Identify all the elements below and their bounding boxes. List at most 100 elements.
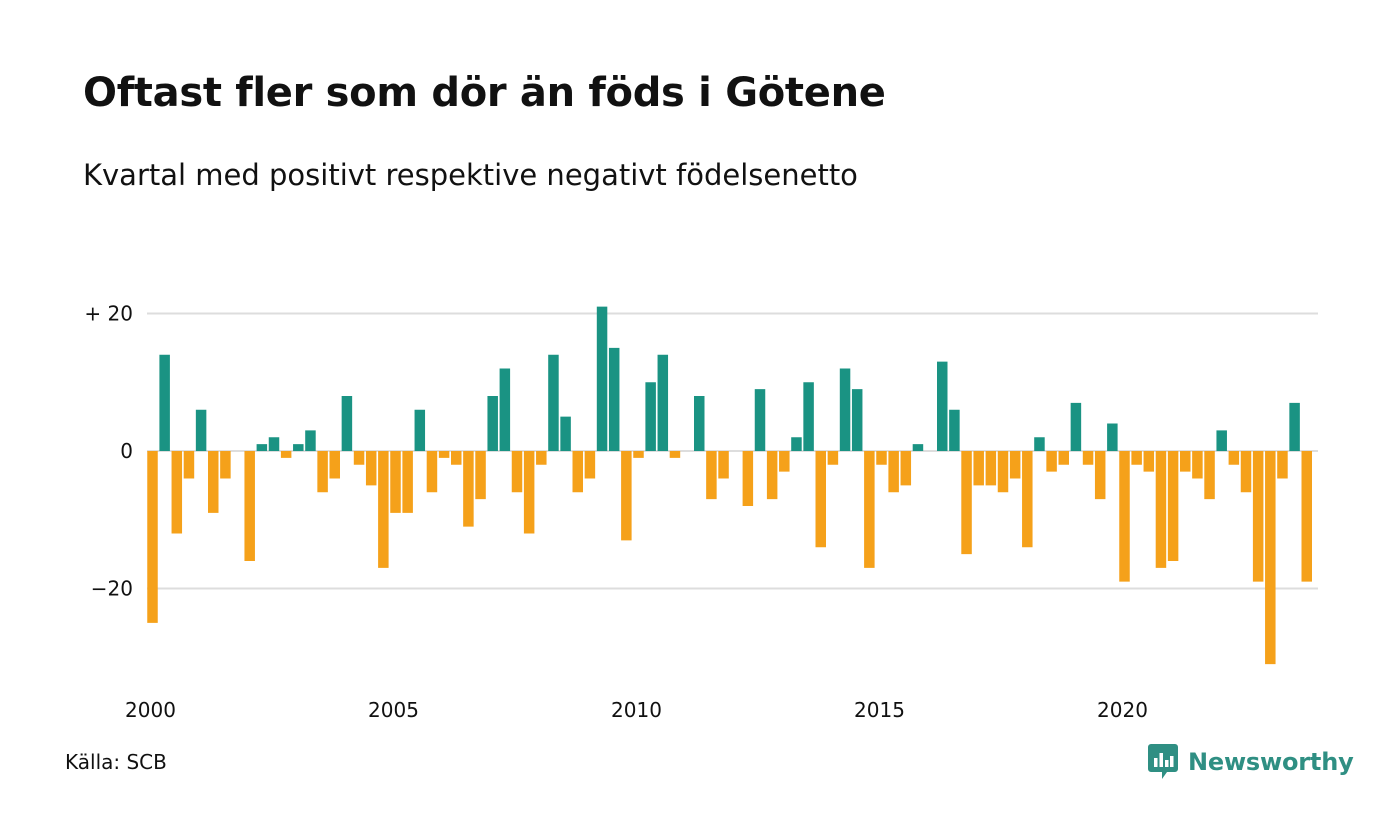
bar bbox=[937, 361, 948, 452]
bar bbox=[1277, 451, 1288, 479]
bar bbox=[742, 451, 754, 506]
bar bbox=[329, 451, 340, 479]
source-label: Källa: SCB bbox=[65, 750, 167, 774]
y-tick-label: 0 bbox=[120, 439, 133, 463]
bar bbox=[791, 437, 802, 451]
bar bbox=[766, 451, 778, 500]
bar bbox=[621, 451, 632, 541]
bar bbox=[584, 451, 596, 479]
bar bbox=[1022, 451, 1033, 548]
brand-logo[interactable]: Newsworthy bbox=[1148, 744, 1354, 780]
brand-name: Newsworthy bbox=[1188, 748, 1354, 776]
bar bbox=[208, 451, 219, 513]
x-tick-label: 2005 bbox=[368, 698, 419, 722]
bar bbox=[463, 451, 474, 527]
bar bbox=[1289, 402, 1300, 452]
newsworthy-logo-icon bbox=[1148, 744, 1178, 779]
bar bbox=[451, 451, 462, 465]
bar bbox=[997, 451, 1009, 493]
x-tick-label: 2020 bbox=[1097, 698, 1148, 722]
bar bbox=[1143, 451, 1155, 472]
bar bbox=[864, 451, 875, 568]
bar bbox=[669, 451, 681, 458]
bar bbox=[1094, 451, 1106, 500]
bar bbox=[183, 451, 195, 479]
bar bbox=[718, 451, 729, 479]
bar bbox=[1119, 451, 1130, 582]
chart-title: Oftast fler som dör än föds i Götene bbox=[83, 70, 886, 116]
bar bbox=[851, 389, 863, 452]
bar bbox=[1034, 437, 1045, 451]
bar bbox=[985, 451, 997, 486]
bar bbox=[900, 451, 912, 486]
bar bbox=[1155, 451, 1167, 568]
bar bbox=[657, 354, 669, 451]
bar bbox=[754, 389, 766, 452]
bar bbox=[1046, 451, 1057, 472]
y-axis-tick-labels: + 20 0 −20 bbox=[84, 302, 133, 601]
bar bbox=[244, 451, 255, 561]
bar bbox=[536, 451, 547, 465]
bar bbox=[523, 451, 535, 534]
bar bbox=[827, 451, 839, 465]
bar bbox=[839, 368, 851, 451]
bar bbox=[779, 451, 790, 472]
bar bbox=[1167, 451, 1179, 561]
bar bbox=[390, 451, 401, 513]
bar bbox=[1240, 451, 1252, 493]
bar bbox=[220, 451, 231, 479]
x-tick-label: 2015 bbox=[854, 698, 905, 722]
x-tick-label: 2010 bbox=[611, 698, 662, 722]
bar bbox=[694, 396, 705, 451]
bar bbox=[1107, 423, 1118, 451]
bar bbox=[633, 451, 644, 458]
bar bbox=[1009, 451, 1021, 479]
x-tick-label: 2000 bbox=[125, 698, 176, 722]
y-tick-label: −20 bbox=[91, 577, 133, 601]
bar bbox=[949, 409, 960, 451]
bar bbox=[1216, 430, 1227, 452]
bar bbox=[1070, 402, 1082, 452]
bar bbox=[803, 382, 814, 451]
bar bbox=[560, 416, 571, 452]
bar bbox=[159, 354, 170, 451]
bar bbox=[596, 306, 608, 452]
bar bbox=[499, 368, 511, 451]
bar bbox=[973, 451, 984, 486]
bar bbox=[815, 451, 826, 548]
bar bbox=[147, 451, 158, 623]
bar bbox=[317, 451, 328, 493]
bars bbox=[147, 306, 1312, 665]
bar bbox=[402, 451, 413, 513]
bar bbox=[353, 451, 365, 465]
bar bbox=[195, 409, 207, 451]
bar bbox=[378, 451, 389, 568]
bar bbox=[706, 451, 717, 500]
bar bbox=[365, 451, 377, 486]
bar bbox=[608, 347, 620, 452]
bar bbox=[1301, 451, 1312, 582]
bar bbox=[414, 409, 426, 451]
bar bbox=[487, 396, 498, 451]
y-tick-label: + 20 bbox=[84, 302, 133, 326]
bar bbox=[280, 451, 292, 458]
bar bbox=[1204, 451, 1215, 500]
chart-subtitle: Kvartal med positivt respektive negativt… bbox=[83, 158, 858, 192]
bar bbox=[1228, 451, 1240, 465]
bar bbox=[438, 451, 450, 458]
bar bbox=[1192, 451, 1203, 479]
bar bbox=[572, 451, 583, 493]
bar bbox=[1252, 451, 1264, 582]
bar bbox=[912, 444, 924, 452]
bar bbox=[645, 382, 656, 451]
bar bbox=[1082, 451, 1094, 465]
bar bbox=[961, 451, 972, 555]
bar bbox=[548, 354, 559, 451]
bar bbox=[475, 451, 486, 500]
bar bbox=[426, 451, 438, 493]
bar bbox=[1131, 451, 1142, 465]
bar bbox=[341, 396, 353, 451]
bar bbox=[268, 437, 280, 451]
bar bbox=[1058, 451, 1069, 465]
